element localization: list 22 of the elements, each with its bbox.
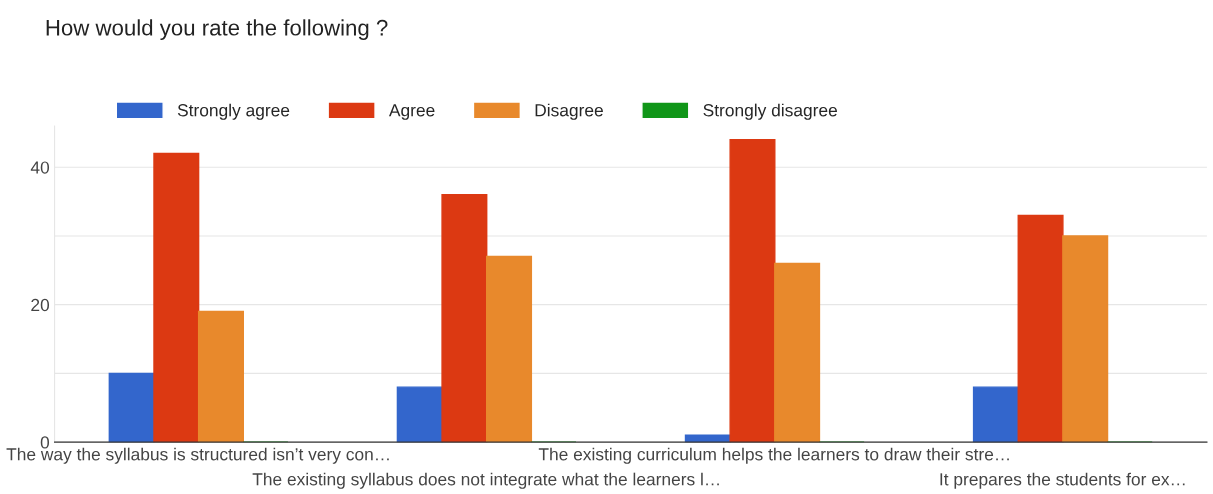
legend-label: Agree (388, 104, 435, 120)
x-tick-label: It prepares the students for ex… (940, 472, 1185, 489)
y-tick-label: 40 (30, 161, 50, 174)
bar (729, 139, 776, 443)
legend-label: Disagree (535, 103, 603, 120)
bar (1017, 214, 1064, 443)
y-tick-label: 20 (31, 298, 50, 312)
bar (486, 255, 533, 443)
x-tick-label: The existing syllabus does not integrate what the learners l… (252, 472, 719, 489)
bar (774, 262, 821, 443)
bar (972, 386, 1019, 443)
bar (197, 310, 244, 443)
bar (1062, 235, 1109, 443)
bar (108, 372, 155, 443)
y-tick-label: 0 (40, 436, 50, 449)
legend-label: Strongly agree (177, 103, 290, 120)
bar (153, 152, 200, 443)
legend-label: Strongly disagree (703, 103, 837, 120)
x-tick-label: The existing curriculum helps the learners to draw their stre… (538, 447, 1009, 464)
bar (396, 386, 443, 443)
chart-title: How would you rate the following ? (46, 19, 388, 40)
bar (441, 194, 488, 443)
